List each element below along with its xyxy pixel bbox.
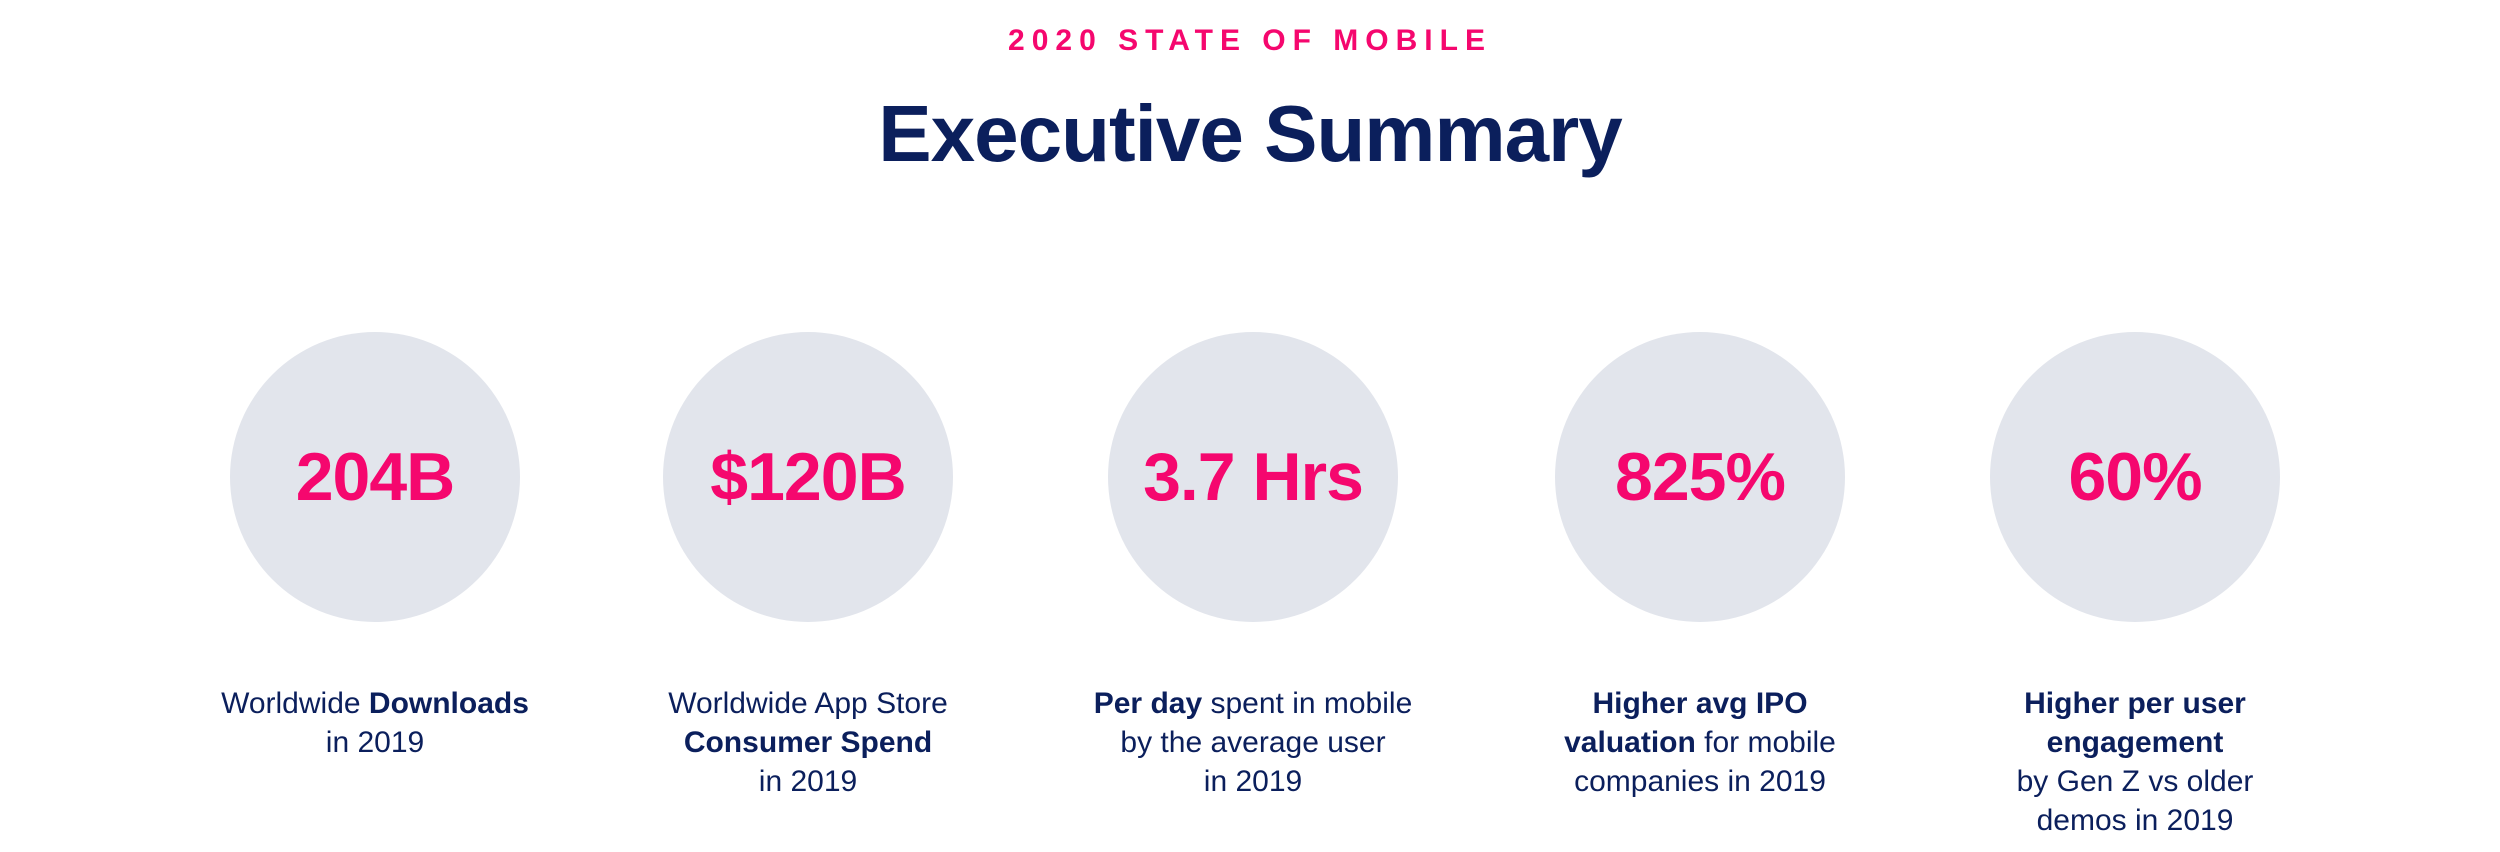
stat-circle: 60% <box>1990 332 2280 622</box>
stat-caption: Per day spent in mobile by the average us… <box>1043 684 1463 801</box>
caption-line: engagement <box>1925 723 2345 762</box>
caption-text: in 2019 <box>758 765 858 798</box>
caption-line: companies in 2019 <box>1490 762 1910 801</box>
stat-value: 204B <box>295 439 456 515</box>
caption-line: valuation for mobile <box>1490 723 1910 762</box>
stat-caption: Higher per user engagement by Gen Z vs old… <box>1925 684 2345 840</box>
caption-line: Consumer Spend <box>598 723 1018 762</box>
stat-value: 825% <box>1615 439 1786 515</box>
caption-emphasis: Higher avg IPO <box>1592 687 1808 720</box>
stat-value: 60% <box>2068 439 2202 515</box>
caption-emphasis: valuation <box>1564 726 1696 759</box>
stat-circle: 825% <box>1555 332 1845 622</box>
stat-circle: $120B <box>663 332 953 622</box>
caption-line: Per day spent in mobile <box>1043 684 1463 723</box>
caption-emphasis: Per day <box>1093 687 1203 720</box>
caption-emphasis: Higher per user <box>2024 687 2246 720</box>
stat-card: 204B Worldwide Downloads in 2019 <box>165 332 585 762</box>
caption-line: Worldwide Downloads <box>165 684 585 723</box>
caption-line: Higher avg IPO <box>1490 684 1910 723</box>
caption-emphasis: Consumer Spend <box>683 726 933 759</box>
caption-text: for mobile <box>1695 726 1836 759</box>
stat-caption: Worldwide App Store Consumer Spend in 2019 <box>598 684 1018 801</box>
caption-text: Worldwide <box>221 687 369 720</box>
stat-card: 825% Higher avg IPO valuation for mobile co… <box>1490 332 1910 801</box>
caption-line: in 2019 <box>165 723 585 762</box>
caption-text: by Gen Z vs older <box>2016 765 2254 798</box>
stat-card: $120B Worldwide App Store Consumer Spend in… <box>598 332 1018 801</box>
caption-emphasis: engagement <box>2046 726 2224 759</box>
caption-text: in 2019 <box>325 726 425 759</box>
caption-text: Worldwide App Store <box>668 687 948 720</box>
stat-circle: 3.7 Hrs <box>1108 332 1398 622</box>
caption-text: demos in 2019 <box>2036 804 2234 837</box>
caption-line: in 2019 <box>1043 762 1463 801</box>
caption-line: Higher per user <box>1925 684 2345 723</box>
stat-value: 3.7 Hrs <box>1143 439 1364 515</box>
caption-text: by the average user <box>1120 726 1386 759</box>
caption-text: spent in mobile <box>1202 687 1413 720</box>
eyebrow-label: 2020 STATE OF MOBILE <box>1008 24 1492 57</box>
caption-line: by Gen Z vs older <box>1925 762 2345 801</box>
caption-line: in 2019 <box>598 762 1018 801</box>
caption-line: demos in 2019 <box>1925 801 2345 840</box>
stat-card: 60% Higher per user engagement by Gen Z vs … <box>1925 332 2345 840</box>
caption-line: by the average user <box>1043 723 1463 762</box>
stat-caption: Worldwide Downloads in 2019 <box>165 684 585 762</box>
caption-line: Worldwide App Store <box>598 684 1018 723</box>
caption-text: companies in 2019 <box>1574 765 1826 798</box>
stat-caption: Higher avg IPO valuation for mobile compan… <box>1490 684 1910 801</box>
stat-circle: 204B <box>230 332 520 622</box>
caption-text: in 2019 <box>1203 765 1303 798</box>
stat-value: $120B <box>710 439 906 515</box>
page-title: Executive Summary <box>878 89 1622 178</box>
caption-emphasis: Downloads <box>368 687 529 720</box>
stat-card: 3.7 Hrs Per day spent in mobile by the ave… <box>1043 332 1463 801</box>
